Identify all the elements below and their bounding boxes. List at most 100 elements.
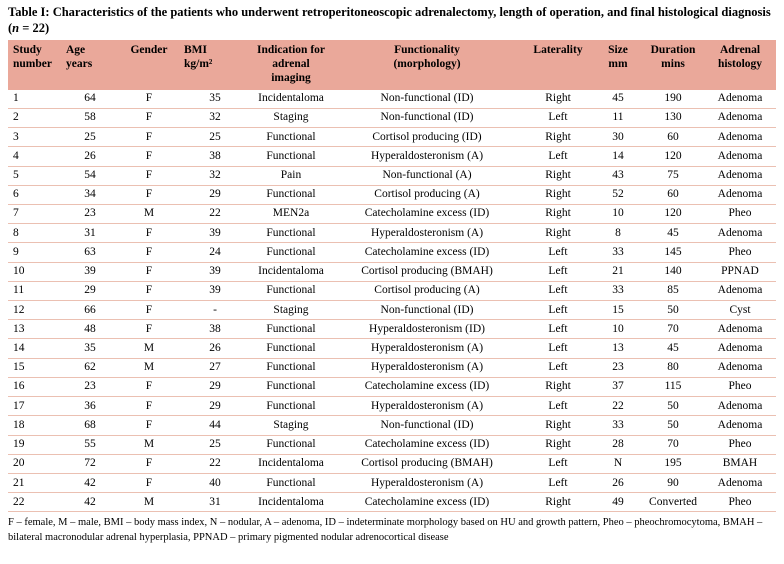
table-cell: Hyperaldosteronism (A): [332, 223, 522, 244]
table-cell: Adenoma: [704, 415, 776, 436]
table-cell: Catecholamine excess (ID): [332, 435, 522, 455]
table-title: Table I: Characteristics of the patients…: [8, 4, 776, 37]
table-cell: 42: [62, 492, 118, 513]
table-row: 16 23 F 29 Functional Catecholamine excess (I…: [8, 377, 776, 398]
table-cell: Non-functional (A): [332, 166, 522, 186]
table-cell: 39: [180, 281, 250, 302]
table-cell: 45: [594, 89, 642, 109]
table-cell: 60: [642, 127, 704, 148]
table-cell: Catecholamine excess (ID): [332, 204, 522, 225]
table-cell: Functional: [250, 242, 332, 263]
table-cell: 68: [62, 415, 118, 436]
table-cell: 6: [8, 185, 62, 205]
table-cell: MEN2a: [250, 204, 332, 225]
table-cell: 32: [180, 108, 250, 129]
table-cell: F: [118, 146, 180, 167]
title-n-value: = 22): [19, 21, 50, 36]
table-cell: 2: [8, 108, 62, 129]
table-cell: Functional: [250, 127, 332, 148]
table-cell: 11: [594, 108, 642, 129]
table-cell: 43: [594, 166, 642, 186]
table-cell: M: [118, 338, 180, 359]
table-cell: 18: [8, 415, 62, 436]
table-cell: M: [118, 358, 180, 378]
table-cell: Pheo: [704, 377, 776, 398]
table-row: 17 36 F 29 Functional Hyperaldosteronism (A) L…: [8, 396, 776, 417]
table-cell: -: [180, 300, 250, 321]
table-cell: 120: [642, 204, 704, 225]
table-cell: 1: [8, 89, 62, 109]
table-cell: Adenoma: [704, 108, 776, 129]
table-cell: 130: [642, 108, 704, 129]
table-cell: 26: [594, 473, 642, 494]
table-cell: F: [118, 281, 180, 302]
table-cell: Functional: [250, 396, 332, 417]
table-cell: Adenoma: [704, 281, 776, 302]
table-cell: 29: [180, 396, 250, 417]
table-cell: Adenoma: [704, 185, 776, 205]
table-cell: 36: [62, 396, 118, 417]
table-cell: 13: [594, 338, 642, 359]
table-cell: 23: [594, 358, 642, 378]
table-cell: M: [118, 492, 180, 513]
table-cell: 30: [594, 127, 642, 148]
table-cell: Non-functional (ID): [332, 108, 522, 129]
table-cell: 63: [62, 242, 118, 263]
table-cell: 58: [62, 108, 118, 129]
table-cell: Left: [522, 262, 594, 282]
table-cell: 48: [62, 319, 118, 340]
table-cell: F: [118, 377, 180, 398]
table-row: 20 72 F 22 Incidentaloma Cortisol producing (…: [8, 454, 776, 475]
table-cell: Left: [522, 319, 594, 340]
table-cell: 35: [180, 89, 250, 109]
table-cell: 60: [642, 185, 704, 205]
table-row: 2 58 F 32 Staging Non-functional (ID) Left 11 13…: [8, 108, 776, 129]
table-cell: Incidentaloma: [250, 89, 332, 109]
table-title-line2: (n = 22): [8, 20, 776, 36]
table-cell: F: [118, 89, 180, 109]
column-header: Age years: [62, 39, 118, 90]
table-cell: 13: [8, 319, 62, 340]
title-paren-open: (: [8, 21, 13, 36]
table-cell: F: [118, 396, 180, 417]
table-cell: Converted: [642, 492, 704, 513]
table-cell: Right: [522, 127, 594, 148]
table-cell: Functional: [250, 223, 332, 244]
table-cell: 195: [642, 454, 704, 475]
table-cell: Adenoma: [704, 146, 776, 167]
column-header: BMI kg/m²: [180, 39, 250, 90]
table-cell: 29: [62, 281, 118, 302]
column-header: Gender: [118, 39, 180, 90]
table-cell: Left: [522, 108, 594, 129]
table-cell: 19: [8, 435, 62, 455]
column-header: Indication for adrenal imaging: [250, 39, 332, 90]
table-cell: F: [118, 454, 180, 475]
table-cell: Right: [522, 223, 594, 244]
table-cell: Adenoma: [704, 473, 776, 494]
table-cell: 11: [8, 281, 62, 302]
table-cell: Incidentaloma: [250, 262, 332, 282]
table-cell: 21: [8, 473, 62, 494]
table-cell: Hyperaldosteronism (A): [332, 338, 522, 359]
table-cell: 38: [180, 319, 250, 340]
column-header: Functionality (morphology): [332, 39, 522, 90]
table-cell: Left: [522, 281, 594, 302]
table-cell: 38: [180, 146, 250, 167]
table-cell: Left: [522, 454, 594, 475]
table-row: 6 34 F 29 Functional Cortisol producing (A) Ri…: [8, 185, 776, 205]
column-header: Duration mins: [642, 39, 704, 90]
table-cell: 9: [8, 242, 62, 263]
table-cell: 33: [594, 281, 642, 302]
table-cell: Functional: [250, 473, 332, 494]
table-cell: 140: [642, 262, 704, 282]
table-cell: 33: [594, 415, 642, 436]
table-row: 8 31 F 39 Functional Hyperaldosteronism (A) Ri…: [8, 223, 776, 244]
table-cell: 50: [642, 396, 704, 417]
table-cell: 23: [62, 377, 118, 398]
table-cell: 8: [8, 223, 62, 244]
table-cell: Functional: [250, 185, 332, 205]
table-cell: 25: [62, 127, 118, 148]
table-cell: Catecholamine excess (ID): [332, 377, 522, 398]
column-header: Study number: [8, 39, 62, 90]
table-cell: 66: [62, 300, 118, 321]
